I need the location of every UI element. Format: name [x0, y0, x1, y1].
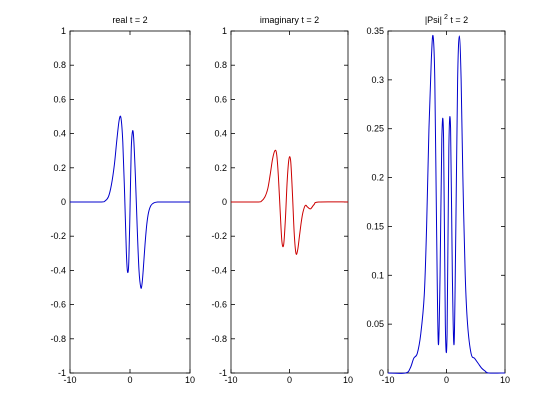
xtick-label-real-2: 10	[185, 375, 195, 385]
xtick-label-imaginary-1: 0	[287, 375, 292, 385]
ytick-label-imaginary-7: 0.4	[214, 129, 227, 139]
panel-imaginary: imaginary t = 2 -10 0 10-1-0.8-0.6-0.4-0.2…	[211, 15, 353, 385]
xtick-label-real-1: 0	[127, 375, 132, 385]
ytick-label-imaginary-6: 0.2	[214, 163, 227, 173]
xtick-label-probability-2: 10	[500, 375, 510, 385]
ytick-label-real-3: -0.4	[50, 265, 66, 275]
ytick-label-imaginary-9: 0.8	[214, 60, 227, 70]
title-real: real t = 2	[112, 15, 147, 25]
ytick-label-probability-0: 0	[379, 368, 384, 378]
ytick-label-real-9: 0.8	[53, 60, 66, 70]
tick-group-real: -10 0 10 -1 -0.8 -0.6 -0.4 -0.2 0 0.2 0.4 0.6 0.8 1	[50, 26, 195, 385]
xtick-label-real-0: -10	[63, 375, 76, 385]
ytick-label-imaginary-5: 0	[222, 197, 227, 207]
title-imaginary: imaginary t = 2	[260, 15, 319, 25]
ytick-label-imaginary-8: 0.6	[214, 94, 227, 104]
series-line-real	[69, 115, 190, 289]
title-probability-main: |Psi|	[425, 15, 442, 25]
ytick-label-imaginary-4: -0.2	[211, 231, 227, 241]
xtick-label-imaginary-2: 10	[343, 375, 353, 385]
ytick-label-real-4: -0.2	[50, 231, 66, 241]
ytick-label-probability-1: 0.05	[366, 319, 384, 329]
ytick-label-imaginary-10: 1	[222, 26, 227, 36]
ytick-label-real-6: 0.2	[53, 163, 66, 173]
ytick-label-probability-3: 0.15	[366, 221, 384, 231]
title-probability: |Psi| 2 t = 2	[425, 14, 468, 25]
ytick-label-imaginary-2: -0.6	[211, 300, 227, 310]
panel-probability: |Psi| 2 t = 2 -10 0 1000.050.10.150.20.250.…	[366, 14, 510, 385]
ytick-label-real-5: 0	[61, 197, 66, 207]
ytick-label-real-0: -1	[58, 368, 66, 378]
series-line-probability	[387, 34, 506, 374]
title-probability-superscript: 2	[444, 14, 448, 21]
series-line-imaginary	[230, 149, 349, 255]
ytick-label-real-8: 0.6	[53, 94, 66, 104]
title-probability-suffix: t = 2	[448, 15, 468, 25]
xtick-label-probability-1: 0	[444, 375, 449, 385]
ytick-label-real-10: 1	[61, 26, 66, 36]
ytick-label-real-1: -0.8	[50, 334, 66, 344]
ytick-label-probability-5: 0.25	[366, 124, 384, 134]
ytick-label-real-2: -0.6	[50, 300, 66, 310]
ytick-label-probability-6: 0.3	[371, 75, 384, 85]
xtick-label-probability-0: -10	[381, 375, 394, 385]
tick-group-imaginary: -10 0 10 -1 -0.8 -0.6 -0.4 -0.2 0 0.2 0.4 0.6 0.8 1	[211, 26, 353, 385]
ytick-label-imaginary-1: -0.8	[211, 334, 227, 344]
ytick-label-probability-2: 0.1	[371, 270, 384, 280]
ytick-label-imaginary-0: -1	[219, 368, 227, 378]
panel-real: real t = 2 -10 0 10 -1 -0.8 -0.6 -0.4 -0.2 0 0.2 0…	[50, 15, 195, 385]
ytick-label-probability-7: 0.35	[366, 26, 384, 36]
ytick-label-imaginary-3: -0.4	[211, 265, 227, 275]
xtick-label-imaginary-0: -10	[224, 375, 237, 385]
ytick-label-probability-4: 0.2	[371, 173, 384, 183]
ytick-label-real-7: 0.4	[53, 129, 66, 139]
